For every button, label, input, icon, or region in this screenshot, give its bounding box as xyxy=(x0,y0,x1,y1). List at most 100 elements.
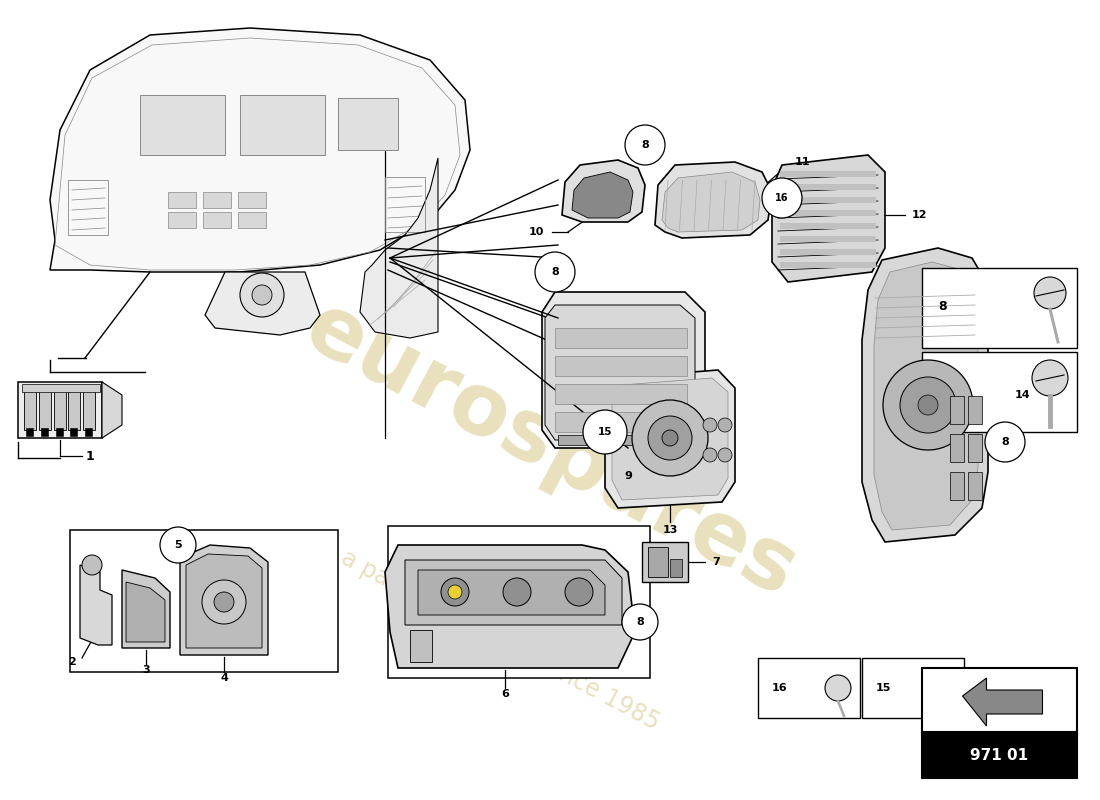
Bar xyxy=(54,390,66,430)
Polygon shape xyxy=(360,158,438,338)
Text: 14: 14 xyxy=(1015,390,1031,400)
Polygon shape xyxy=(186,554,262,648)
Circle shape xyxy=(441,578,469,606)
Polygon shape xyxy=(418,570,605,615)
Text: 15: 15 xyxy=(597,427,613,437)
Text: 7: 7 xyxy=(712,557,719,567)
Circle shape xyxy=(703,448,717,462)
Text: 5: 5 xyxy=(938,386,947,398)
Bar xyxy=(338,98,398,150)
Text: 10: 10 xyxy=(529,227,544,237)
Circle shape xyxy=(928,674,956,702)
Bar xyxy=(968,396,982,424)
Circle shape xyxy=(825,675,851,701)
Bar xyxy=(385,177,425,232)
Bar xyxy=(780,197,876,203)
Bar xyxy=(24,390,36,430)
Circle shape xyxy=(252,285,272,305)
Polygon shape xyxy=(126,582,165,642)
Bar xyxy=(968,434,982,462)
Bar xyxy=(780,171,876,177)
Bar xyxy=(780,249,876,255)
Bar xyxy=(204,212,231,228)
Text: 971 01: 971 01 xyxy=(970,747,1028,762)
Circle shape xyxy=(621,604,658,640)
Text: 16: 16 xyxy=(776,193,789,203)
Polygon shape xyxy=(962,678,1043,726)
Circle shape xyxy=(718,448,732,462)
Text: 6: 6 xyxy=(502,689,509,699)
Bar xyxy=(388,526,650,678)
Polygon shape xyxy=(102,382,122,438)
Bar xyxy=(780,184,876,190)
Bar xyxy=(238,192,266,208)
Bar xyxy=(950,472,964,500)
Circle shape xyxy=(1032,360,1068,396)
Polygon shape xyxy=(205,272,320,335)
Text: 8: 8 xyxy=(938,301,947,314)
Bar xyxy=(68,180,108,235)
Text: eurospares: eurospares xyxy=(290,286,810,614)
Bar xyxy=(26,428,33,436)
Polygon shape xyxy=(662,172,760,232)
Text: 8: 8 xyxy=(1001,437,1009,447)
Bar xyxy=(70,530,338,672)
Circle shape xyxy=(984,422,1025,462)
Text: 5: 5 xyxy=(174,540,182,550)
Text: 2: 2 xyxy=(68,657,76,667)
Polygon shape xyxy=(80,565,112,645)
Polygon shape xyxy=(385,545,635,668)
Polygon shape xyxy=(874,262,978,530)
Text: a passion for parts since 1985: a passion for parts since 1985 xyxy=(337,546,663,734)
Bar xyxy=(238,212,266,228)
Text: 16: 16 xyxy=(772,683,788,693)
Text: 11: 11 xyxy=(795,157,811,167)
Circle shape xyxy=(648,416,692,460)
Bar xyxy=(204,192,231,208)
Circle shape xyxy=(662,430,678,446)
Text: 9: 9 xyxy=(624,471,631,481)
Bar xyxy=(780,262,876,268)
Circle shape xyxy=(503,578,531,606)
Polygon shape xyxy=(542,292,705,448)
Circle shape xyxy=(625,125,666,165)
Circle shape xyxy=(565,578,593,606)
Bar xyxy=(168,192,196,208)
Bar xyxy=(922,268,1077,348)
Bar xyxy=(922,732,1077,778)
Circle shape xyxy=(214,592,234,612)
Bar xyxy=(780,223,876,229)
Text: 12: 12 xyxy=(912,210,927,220)
Polygon shape xyxy=(612,378,728,500)
Bar xyxy=(922,352,1077,432)
Bar xyxy=(950,396,964,424)
Bar xyxy=(558,435,686,445)
Bar xyxy=(68,390,80,430)
Polygon shape xyxy=(772,155,886,282)
Bar xyxy=(56,428,63,436)
Circle shape xyxy=(900,377,956,433)
Polygon shape xyxy=(862,248,988,542)
Circle shape xyxy=(1034,277,1066,309)
Polygon shape xyxy=(180,545,268,655)
Text: 8: 8 xyxy=(636,617,644,627)
Bar xyxy=(780,210,876,216)
Bar xyxy=(950,434,964,462)
Bar xyxy=(39,390,51,430)
Circle shape xyxy=(632,400,708,476)
Text: 4: 4 xyxy=(220,673,228,683)
Polygon shape xyxy=(405,560,622,625)
Bar xyxy=(968,472,982,500)
Bar xyxy=(140,95,225,155)
Bar xyxy=(862,658,964,718)
Polygon shape xyxy=(50,28,470,272)
Circle shape xyxy=(918,395,938,415)
Circle shape xyxy=(703,418,717,432)
Bar xyxy=(758,658,860,718)
Polygon shape xyxy=(122,570,170,648)
Polygon shape xyxy=(562,160,645,222)
Circle shape xyxy=(583,410,627,454)
Circle shape xyxy=(160,527,196,563)
Bar xyxy=(556,384,688,404)
Bar xyxy=(240,95,324,155)
